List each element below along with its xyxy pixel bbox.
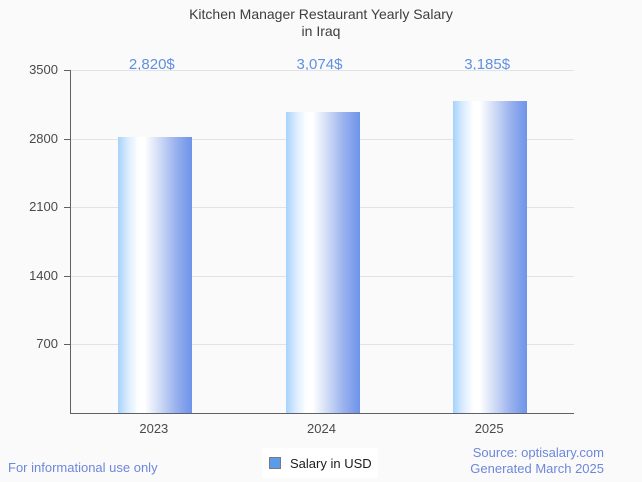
bar-value-label: 3,185$: [464, 56, 511, 73]
y-tick-label: 1400: [29, 267, 58, 283]
x-axis-label: 2024: [307, 421, 336, 436]
y-tick-mark: [64, 70, 70, 71]
source-text: Source: optisalary.com: [472, 445, 604, 460]
y-tick-mark: [64, 207, 70, 209]
legend: Salary in USD: [262, 448, 378, 478]
legend-label: Salary in USD: [290, 455, 372, 471]
source-info: Source: optisalary.com Generated March 2…: [470, 445, 604, 477]
chart-title-line1: Kitchen Manager Restaurant Yearly Salary: [189, 6, 453, 22]
y-tick-label: 700: [36, 336, 58, 352]
bar-value-label: 2,820$: [128, 56, 175, 73]
bar-2025: [453, 100, 528, 413]
x-axis-label: 2025: [474, 421, 504, 436]
chart-title: Kitchen Manager Restaurant Yearly Salary…: [0, 6, 642, 40]
bar-2023: [117, 136, 192, 413]
disclaimer-text: For informational use only: [8, 460, 158, 475]
y-tick-mark: [64, 138, 70, 140]
gridline: [71, 70, 574, 71]
y-tick-label: 3500: [29, 62, 58, 77]
y-tick-mark: [64, 275, 70, 277]
y-tick-label: 2100: [29, 199, 58, 215]
generated-text: Generated March 2025: [470, 461, 604, 476]
bar-value-label: 3,074$: [296, 56, 343, 73]
x-axis-label: 2023: [139, 421, 169, 436]
plot-area: [70, 70, 574, 414]
bar-2024: [285, 111, 360, 413]
y-tick-label: 2800: [29, 130, 58, 146]
chart-title-line2: in Iraq: [301, 23, 341, 39]
legend-swatch-icon: [269, 457, 281, 469]
y-tick-mark: [64, 344, 70, 346]
